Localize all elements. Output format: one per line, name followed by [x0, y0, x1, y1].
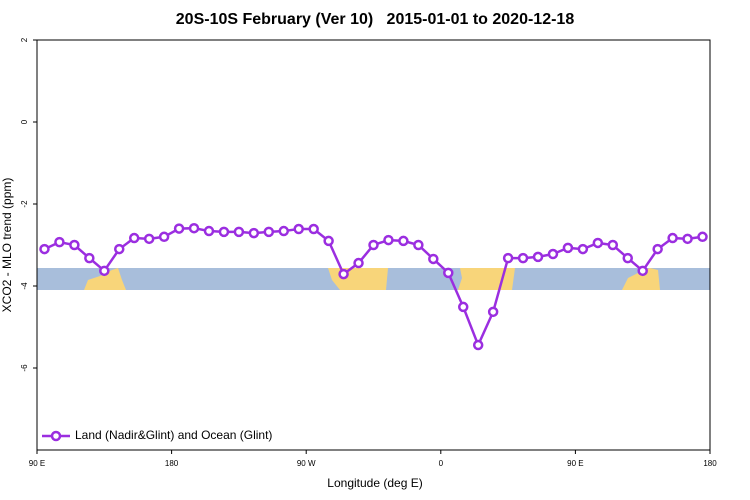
point [278, 225, 290, 237]
point [383, 234, 394, 246]
point [69, 239, 80, 251]
point [173, 223, 185, 234]
point [398, 235, 409, 247]
legend: Land (Nadir&Glint) and Ocean (Glint) [38, 425, 288, 447]
x-tick-label: 180 [165, 459, 179, 468]
point [562, 242, 574, 254]
point [54, 236, 65, 248]
point [39, 243, 50, 255]
chart-title: 20S-10S February (Ver 10) 2015-01-01 to … [176, 11, 575, 28]
x-tick-label: 90 W [297, 459, 316, 468]
point [697, 231, 708, 243]
point [114, 243, 125, 255]
x-tick-label: 90 E [567, 459, 583, 468]
y-tick-label: -6 [20, 364, 29, 372]
point [607, 239, 619, 251]
point [99, 265, 110, 277]
point [637, 265, 648, 277]
land-patch [458, 268, 515, 290]
y-tick-label: 2 [20, 37, 29, 42]
point [502, 252, 514, 264]
point [338, 268, 349, 280]
point [353, 257, 364, 269]
point [158, 231, 170, 243]
point [203, 225, 215, 237]
x-tick-label: 0 [439, 459, 444, 468]
point [682, 233, 693, 245]
series [39, 222, 708, 351]
y-tick-label: 0 [20, 119, 29, 124]
x-tick-label: 180 [703, 459, 717, 468]
x-tick-label: 90 E [29, 459, 45, 468]
point [622, 252, 633, 264]
point [457, 301, 469, 313]
plot-frame [36, 39, 711, 451]
land-patch [622, 268, 660, 290]
point [143, 233, 155, 245]
point [577, 243, 589, 255]
surface-band [37, 268, 710, 290]
point [517, 252, 529, 264]
point [487, 306, 499, 318]
point [532, 251, 544, 263]
y-tick-label: -4 [20, 282, 29, 290]
point [248, 227, 260, 239]
x-axis-label: Longitude (deg E) [327, 476, 422, 490]
point [263, 226, 275, 238]
legend-label: Land (Nadir&Glint) and Ocean (Glint) [75, 428, 272, 442]
land-patch [84, 268, 126, 290]
point [592, 237, 604, 249]
point [84, 252, 95, 264]
point [128, 232, 140, 244]
point [413, 239, 424, 251]
point [428, 253, 439, 265]
point [368, 239, 379, 251]
point [293, 223, 304, 235]
point [667, 232, 678, 244]
point [547, 248, 559, 260]
legend-marker [50, 430, 62, 442]
point [233, 226, 245, 238]
point [188, 222, 200, 234]
point [443, 267, 454, 279]
y-tick-label: -2 [20, 200, 29, 208]
y-axis-label: XCO2 - MLO trend (ppm) [0, 178, 14, 313]
point [652, 243, 663, 255]
point [323, 235, 334, 247]
legend-box [38, 425, 288, 447]
point [308, 223, 319, 235]
point [472, 339, 484, 351]
point [218, 226, 230, 238]
